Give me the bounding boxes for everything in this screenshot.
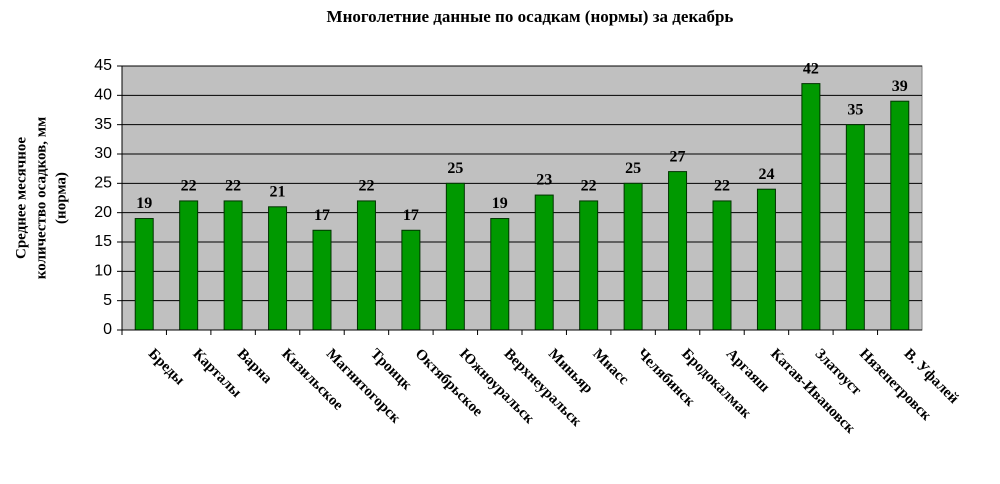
data-label: 17 (403, 207, 419, 224)
data-label: 21 (270, 183, 286, 200)
data-label: 24 (758, 166, 774, 183)
x-tick-label: Бреды (145, 346, 188, 389)
bar (268, 206, 288, 331)
y-tick-label: 10 (94, 263, 112, 280)
bar (312, 229, 332, 331)
bar (756, 188, 776, 331)
bar (801, 83, 821, 331)
y-axis-label: (норма) (53, 172, 69, 224)
bar (534, 194, 554, 331)
y-tick-label: 45 (94, 57, 112, 74)
x-tick-label: Варна (234, 346, 275, 387)
bar (179, 200, 199, 331)
bar (668, 171, 688, 331)
y-tick-label: 30 (94, 145, 112, 162)
bar (712, 200, 732, 331)
bar (134, 218, 154, 331)
data-label: 17 (314, 207, 330, 224)
bar (890, 100, 910, 331)
data-label: 19 (136, 195, 152, 212)
x-tick-label: Миасс (589, 346, 631, 388)
data-label: 22 (225, 178, 241, 195)
bar (579, 200, 599, 331)
bar (401, 229, 421, 331)
data-label: 22 (581, 178, 597, 195)
data-label: 25 (447, 160, 463, 177)
y-tick-label: 25 (94, 175, 112, 192)
y-tick-label: 0 (103, 321, 112, 338)
y-axis-label: Среднее месячное (13, 137, 29, 259)
data-label: 22 (358, 178, 374, 195)
plot-area (121, 65, 923, 331)
data-label: 19 (492, 195, 508, 212)
data-label: 22 (181, 178, 197, 195)
bar (845, 124, 865, 331)
bar (623, 182, 643, 331)
y-axis-label: количество осадков, мм (33, 117, 49, 279)
y-tick-label: 15 (94, 233, 112, 250)
data-label: 39 (892, 78, 908, 95)
data-label: 23 (536, 172, 552, 189)
bar (223, 200, 243, 331)
y-tick-label: 20 (94, 204, 112, 221)
data-label: 27 (670, 148, 686, 165)
data-label: 42 (803, 60, 819, 77)
y-tick-label: 5 (103, 292, 112, 309)
bar (490, 218, 510, 331)
data-label: 22 (714, 178, 730, 195)
bar (356, 200, 376, 331)
data-label: 35 (847, 101, 863, 118)
y-tick-label: 35 (94, 116, 112, 133)
data-label: 25 (625, 160, 641, 177)
y-tick-label: 40 (94, 87, 112, 104)
chart-title: Многолетние данные по осадкам (нормы) за… (327, 7, 734, 26)
x-tick-label: Верхнеуральск (501, 346, 585, 430)
x-tick-label: Катав-Ивановск (767, 346, 858, 437)
bar (445, 182, 465, 331)
